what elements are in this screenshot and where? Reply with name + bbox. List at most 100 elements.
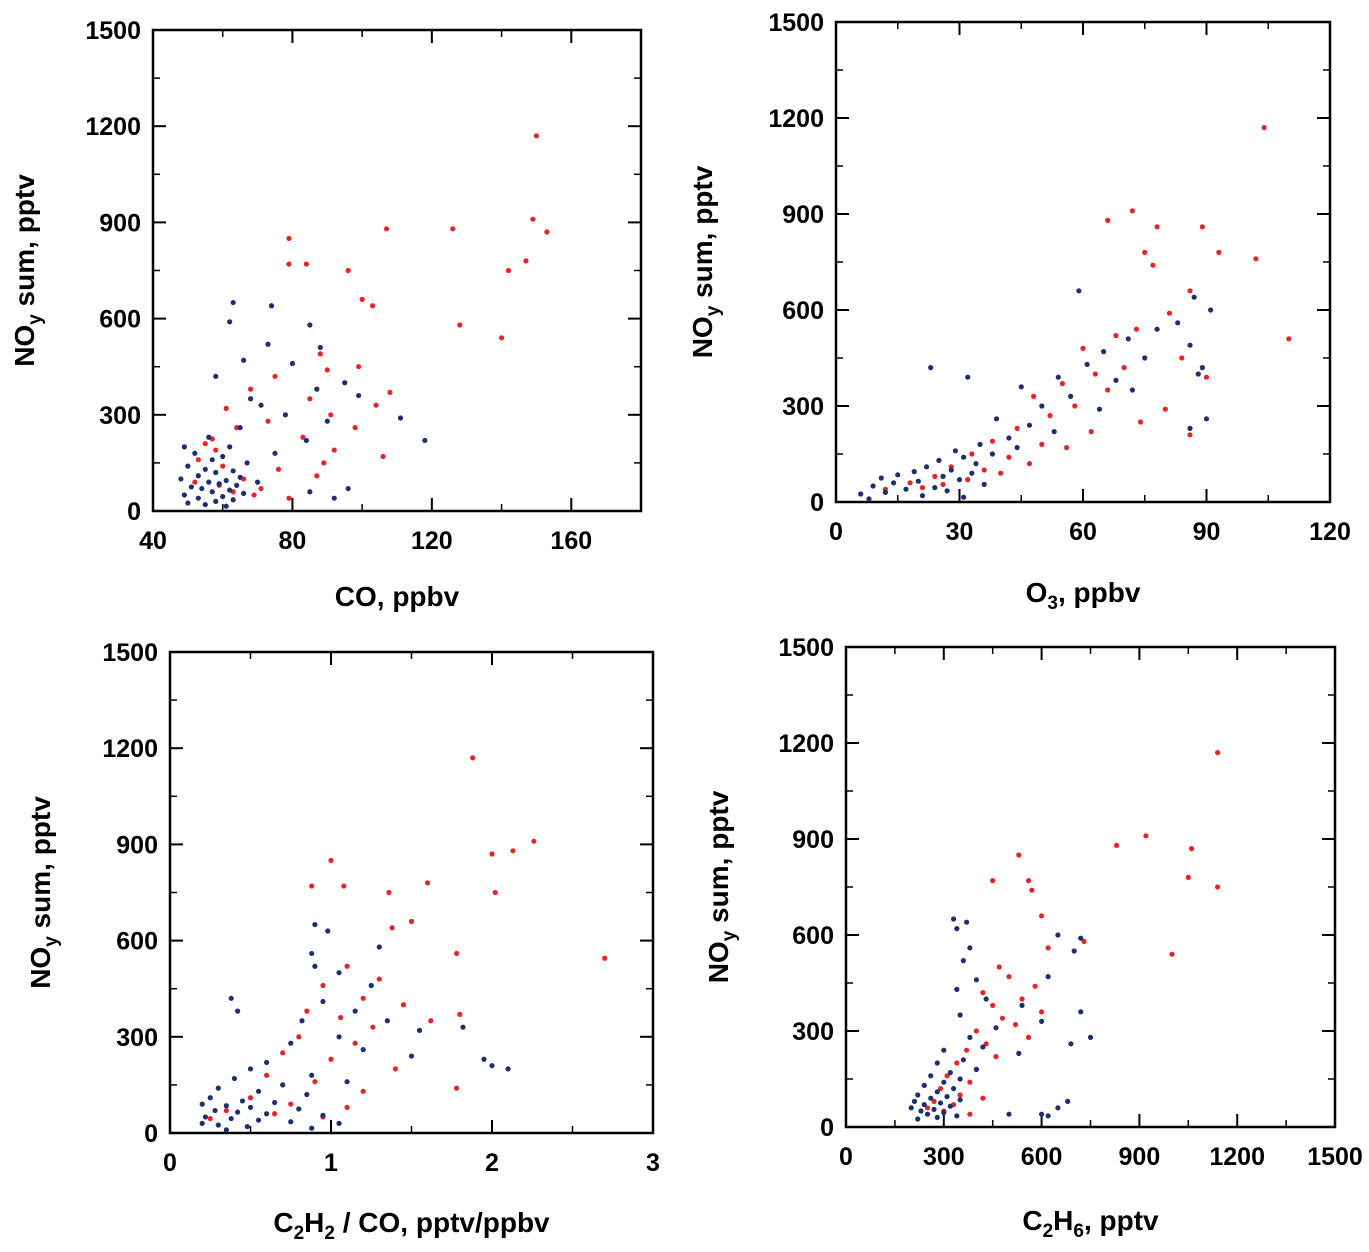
data-point	[918, 1108, 924, 1114]
data-point	[1216, 249, 1222, 255]
data-point	[425, 880, 431, 886]
data-point	[870, 483, 876, 489]
data-point	[1019, 996, 1025, 1002]
x-axis-label: C2H2 / CO, pptv/ppbv	[273, 1207, 550, 1244]
data-point	[312, 963, 318, 969]
data-point	[317, 344, 323, 351]
data-point	[980, 1044, 986, 1050]
x-tick-label: 120	[1309, 518, 1351, 546]
x-tick-label: 90	[1193, 518, 1221, 546]
data-point	[324, 367, 330, 373]
data-point	[181, 492, 187, 498]
data-point	[258, 485, 264, 492]
data-point	[1076, 288, 1082, 294]
series-1	[207, 755, 608, 1122]
data-point	[924, 1105, 931, 1111]
data-point	[344, 963, 350, 969]
data-point	[1166, 310, 1173, 316]
y-tick-label: 600	[792, 922, 834, 950]
data-point	[866, 496, 872, 502]
data-point	[457, 1011, 463, 1017]
data-point	[967, 1111, 973, 1117]
data-point	[1154, 326, 1160, 332]
data-point	[239, 1098, 246, 1104]
y-axis-label: NOy sum, pptv	[703, 790, 740, 983]
y-tick-label: 900	[782, 201, 824, 229]
data-point	[941, 1047, 947, 1053]
data-point	[973, 1028, 980, 1034]
series-1	[192, 133, 550, 501]
data-point	[227, 487, 233, 493]
data-point	[212, 1107, 218, 1114]
data-point	[231, 1075, 237, 1082]
data-point	[1063, 445, 1070, 451]
y-tick-label: 1500	[102, 639, 158, 667]
plot-frame	[834, 20, 1332, 504]
x-tick-label: 40	[139, 527, 167, 555]
data-point	[288, 1119, 294, 1125]
data-point	[998, 470, 1004, 476]
data-point	[265, 418, 271, 424]
data-point	[370, 1024, 376, 1030]
data-point	[1031, 393, 1037, 399]
data-point	[996, 964, 1002, 970]
data-point	[964, 1047, 970, 1053]
y-tick-label: 600	[116, 928, 158, 956]
x-tick-label: 0	[839, 1143, 853, 1171]
data-point	[1087, 1034, 1094, 1040]
data-point	[199, 1101, 205, 1107]
data-point	[954, 1060, 960, 1066]
data-point	[342, 380, 348, 386]
data-point	[965, 477, 971, 483]
x-tick-label: 2	[485, 1149, 499, 1177]
data-point	[1055, 932, 1061, 938]
data-point	[932, 485, 938, 491]
y-tick-label: 900	[792, 826, 834, 854]
data-point	[314, 473, 320, 479]
data-point	[286, 495, 292, 501]
data-point	[1016, 852, 1022, 858]
data-point	[408, 1053, 415, 1059]
data-point	[1142, 249, 1148, 255]
data-point	[960, 1057, 966, 1063]
data-point	[376, 976, 382, 982]
data-point	[228, 995, 234, 1001]
data-point	[505, 267, 512, 274]
data-point	[989, 451, 996, 457]
data-point	[247, 1104, 254, 1110]
x-tick-label: 30	[946, 518, 974, 546]
data-point	[422, 437, 428, 444]
y-tick-label: 1200	[102, 735, 158, 763]
data-point	[360, 1047, 366, 1053]
x-tick-label: 300	[923, 1143, 965, 1171]
data-point	[1129, 208, 1135, 214]
data-point	[304, 1008, 310, 1014]
data-point	[320, 1112, 326, 1118]
data-point	[188, 484, 194, 490]
data-point	[928, 1095, 934, 1101]
data-point	[1039, 1111, 1045, 1117]
data-point	[223, 477, 229, 484]
data-point	[304, 1091, 310, 1098]
data-point	[309, 1072, 315, 1078]
data-point	[1203, 416, 1210, 422]
data-point	[368, 982, 374, 989]
data-point	[207, 1095, 213, 1101]
data-point	[1039, 1009, 1045, 1015]
data-point	[265, 341, 271, 347]
data-point	[272, 1099, 278, 1106]
data-point	[1068, 393, 1074, 399]
data-point	[1253, 256, 1259, 262]
data-point	[336, 1120, 342, 1126]
data-point	[1080, 345, 1086, 351]
data-point	[977, 441, 983, 447]
data-point	[1105, 387, 1111, 393]
data-point	[209, 489, 215, 495]
y-tick-label: 0	[127, 498, 141, 526]
data-point	[1121, 365, 1127, 371]
data-point	[373, 402, 379, 408]
data-point	[964, 919, 970, 925]
data-point	[352, 425, 358, 431]
data-point	[1014, 445, 1020, 451]
data-point	[202, 441, 208, 447]
